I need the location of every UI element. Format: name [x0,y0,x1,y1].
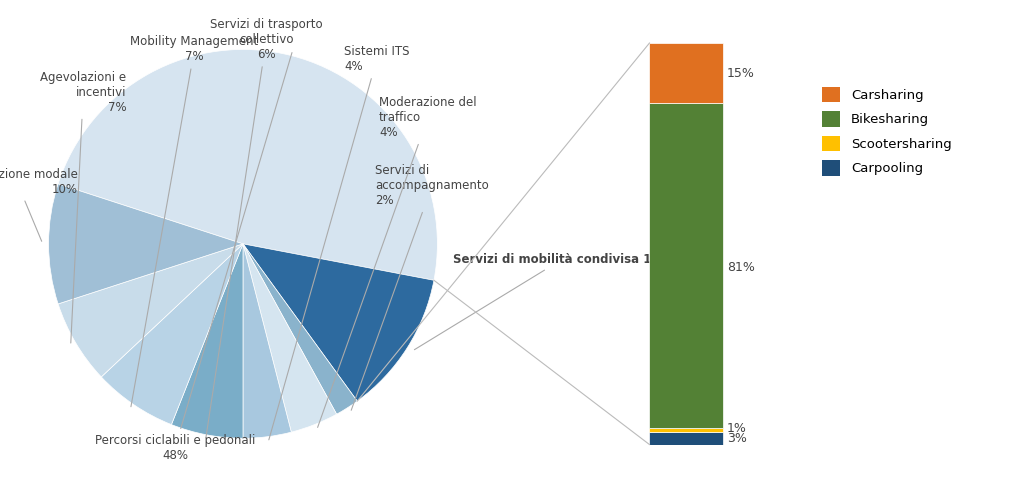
Text: Integrazione modale
10%: Integrazione modale 10% [0,168,78,241]
Text: 15%: 15% [727,66,755,80]
Text: Agevolazioni e
incentivi
7%: Agevolazioni e incentivi 7% [40,71,126,343]
Bar [649,103,723,428]
Wedge shape [48,184,243,304]
Wedge shape [58,244,243,377]
Text: Servizi di
accompagnamento
2%: Servizi di accompagnamento 2% [351,164,488,410]
Text: 3%: 3% [727,432,746,445]
Wedge shape [243,244,337,432]
Text: Mobility Management
7%: Mobility Management 7% [130,35,258,407]
Bar [649,43,723,103]
Text: Sistemi ITS
4%: Sistemi ITS 4% [269,45,410,440]
Text: Servizi di trasporto
collettivo
6%: Servizi di trasporto collettivo 6% [206,18,323,438]
Wedge shape [171,244,243,438]
Bar [649,428,723,433]
Text: Servizi di mobilità condivisa 12%: Servizi di mobilità condivisa 12% [415,253,671,350]
Text: Percorsi ciclabili e pedonali
48%: Percorsi ciclabili e pedonali 48% [95,53,292,462]
Wedge shape [243,244,291,438]
Legend: Carsharing, Bikesharing, Scootersharing, Carpooling: Carsharing, Bikesharing, Scootersharing,… [816,82,956,181]
Wedge shape [243,244,434,401]
Text: 81%: 81% [727,261,755,274]
Wedge shape [101,244,243,424]
Text: Moderazione del
traffico
4%: Moderazione del traffico 4% [317,96,477,427]
Bar [649,433,723,445]
Text: 1%: 1% [727,422,746,435]
Wedge shape [58,50,437,280]
Wedge shape [243,244,357,414]
